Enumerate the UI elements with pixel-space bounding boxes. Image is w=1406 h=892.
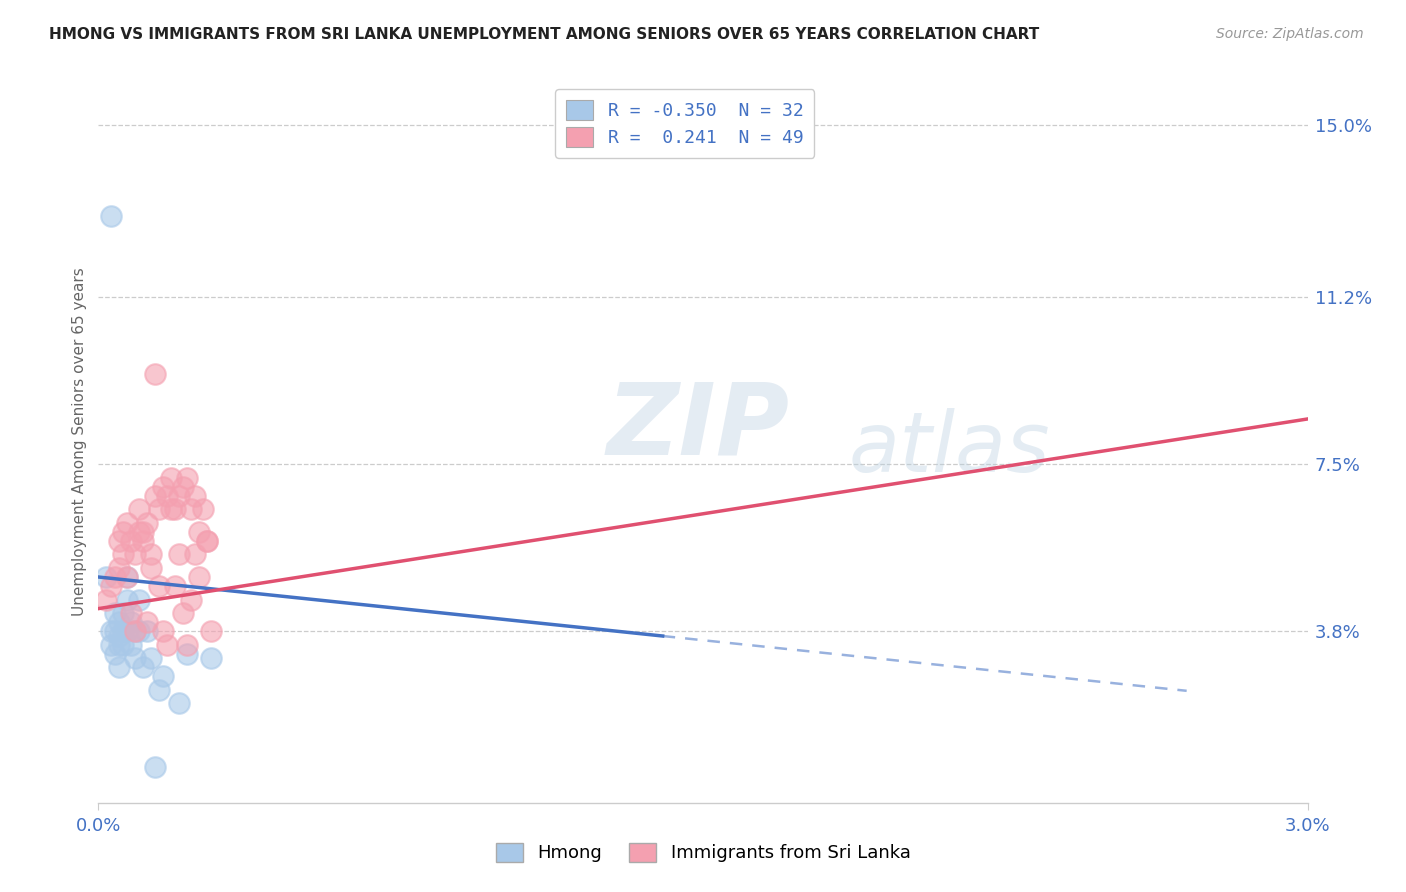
Point — [100, 638, 122, 652]
Point — [111, 638, 134, 652]
Point — [100, 209, 122, 223]
Point — [143, 367, 166, 381]
Point — [107, 629, 129, 643]
Point — [124, 651, 146, 665]
Point — [180, 502, 202, 516]
Point — [184, 548, 207, 562]
Point — [184, 489, 207, 503]
Text: atlas: atlas — [848, 409, 1050, 490]
Point — [128, 524, 150, 539]
Point — [128, 592, 150, 607]
Point — [148, 502, 170, 516]
Point — [180, 592, 202, 607]
Point — [163, 502, 186, 516]
Point — [135, 624, 157, 639]
Point — [188, 524, 211, 539]
Point — [143, 760, 166, 774]
Point — [107, 533, 129, 548]
Point — [139, 651, 162, 665]
Point — [115, 570, 138, 584]
Point — [103, 647, 125, 661]
Point — [132, 524, 155, 539]
Point — [156, 489, 179, 503]
Legend: R = -0.350  N = 32, R =  0.241  N = 49: R = -0.350 N = 32, R = 0.241 N = 49 — [555, 89, 814, 158]
Point — [139, 548, 162, 562]
Text: Source: ZipAtlas.com: Source: ZipAtlas.com — [1216, 27, 1364, 41]
Text: HMONG VS IMMIGRANTS FROM SRI LANKA UNEMPLOYMENT AMONG SENIORS OVER 65 YEARS CORR: HMONG VS IMMIGRANTS FROM SRI LANKA UNEMP… — [49, 27, 1039, 42]
Point — [111, 548, 134, 562]
Point — [152, 480, 174, 494]
Point — [107, 660, 129, 674]
Point — [115, 592, 138, 607]
Point — [172, 480, 194, 494]
Point — [176, 471, 198, 485]
Point — [120, 638, 142, 652]
Point — [139, 561, 162, 575]
Text: ZIP: ZIP — [606, 378, 789, 475]
Point — [163, 579, 186, 593]
Point — [120, 533, 142, 548]
Point — [132, 660, 155, 674]
Point — [100, 624, 122, 639]
Point — [148, 682, 170, 697]
Point — [115, 570, 138, 584]
Legend: Hmong, Immigrants from Sri Lanka: Hmong, Immigrants from Sri Lanka — [488, 836, 918, 870]
Point — [111, 606, 134, 620]
Point — [107, 638, 129, 652]
Point — [103, 624, 125, 639]
Point — [195, 533, 218, 548]
Point — [96, 570, 118, 584]
Point — [107, 561, 129, 575]
Point — [120, 615, 142, 630]
Point — [103, 606, 125, 620]
Point — [172, 606, 194, 620]
Point — [152, 669, 174, 683]
Point — [124, 548, 146, 562]
Point — [195, 533, 218, 548]
Point — [124, 624, 146, 639]
Point — [115, 624, 138, 639]
Point — [135, 615, 157, 630]
Point — [176, 647, 198, 661]
Point — [156, 638, 179, 652]
Point — [160, 471, 183, 485]
Point — [124, 624, 146, 639]
Point — [107, 615, 129, 630]
Y-axis label: Unemployment Among Seniors over 65 years: Unemployment Among Seniors over 65 years — [72, 268, 87, 615]
Point — [200, 651, 222, 665]
Point — [193, 502, 215, 516]
Point — [111, 524, 134, 539]
Point — [167, 548, 190, 562]
Point — [115, 516, 138, 530]
Point — [167, 489, 190, 503]
Point — [143, 489, 166, 503]
Point — [128, 624, 150, 639]
Point — [120, 606, 142, 620]
Point — [132, 533, 155, 548]
Point — [100, 579, 122, 593]
Point — [167, 697, 190, 711]
Point — [200, 624, 222, 639]
Point — [103, 570, 125, 584]
Point — [148, 579, 170, 593]
Point — [128, 502, 150, 516]
Point — [152, 624, 174, 639]
Point — [188, 570, 211, 584]
Point — [176, 638, 198, 652]
Point — [111, 624, 134, 639]
Point — [160, 502, 183, 516]
Point — [96, 592, 118, 607]
Point — [135, 516, 157, 530]
